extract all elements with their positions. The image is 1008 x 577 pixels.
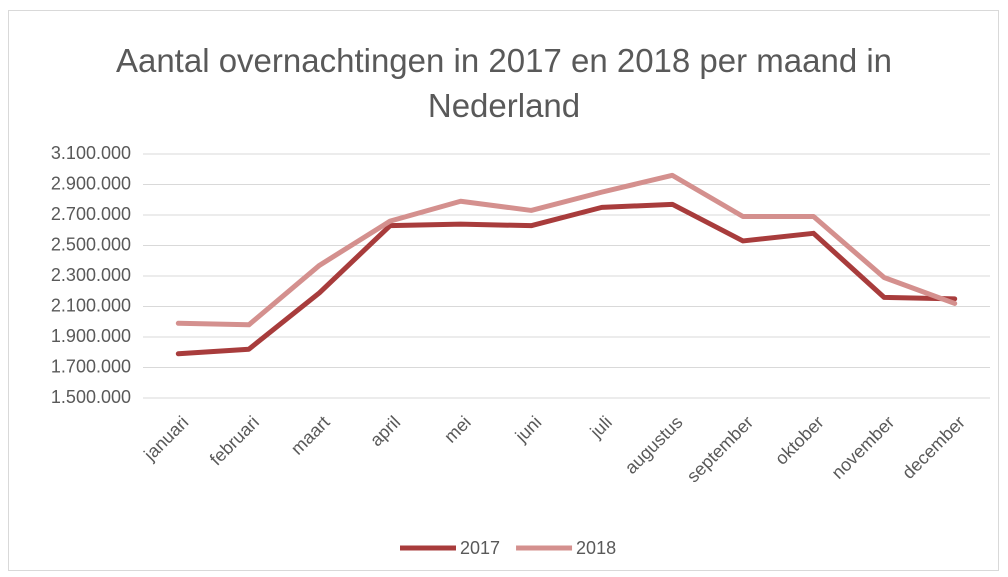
legend-label: 2017 [460, 538, 500, 558]
legend-label: 2018 [576, 538, 616, 558]
y-tick-label: 1.900.000 [51, 326, 131, 346]
y-tick-label: 2.900.000 [51, 173, 131, 193]
y-tick-label: 2.300.000 [51, 265, 131, 285]
y-tick-label: 2.500.000 [51, 234, 131, 254]
y-tick-label: 1.700.000 [51, 356, 131, 376]
chart-title: Aantal overnachtingen in 2017 en 2018 pe… [115, 42, 893, 124]
chart-border [8, 10, 999, 571]
line-series [175, 201, 958, 357]
y-tick-label: 3.100.000 [51, 143, 131, 163]
y-tick-label: 2.700.000 [51, 204, 131, 224]
y-tick-label: 2.100.000 [51, 295, 131, 315]
y-tick-label: 1.500.000 [51, 387, 131, 407]
line-series [175, 172, 958, 328]
